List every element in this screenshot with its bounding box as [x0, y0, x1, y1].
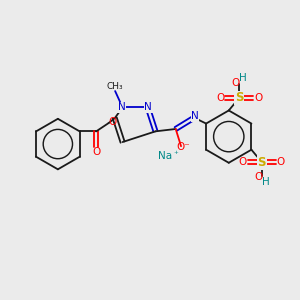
Text: N: N: [118, 102, 125, 112]
Text: Na: Na: [158, 151, 172, 161]
Text: S: S: [258, 156, 266, 169]
Text: O: O: [232, 78, 240, 88]
Text: O: O: [108, 117, 116, 127]
Text: S: S: [235, 92, 243, 104]
Text: O: O: [216, 93, 224, 103]
Text: H: H: [239, 74, 247, 83]
Text: ⁺: ⁺: [173, 150, 178, 159]
Text: O: O: [254, 93, 262, 103]
Text: N: N: [191, 112, 199, 122]
Text: O: O: [239, 157, 247, 167]
Text: O: O: [277, 157, 285, 167]
Text: N: N: [144, 102, 152, 112]
Text: O: O: [92, 147, 100, 157]
Text: CH₃: CH₃: [107, 82, 123, 91]
Text: O⁻: O⁻: [176, 142, 190, 152]
Text: O: O: [254, 172, 262, 182]
Text: H: H: [262, 177, 269, 187]
